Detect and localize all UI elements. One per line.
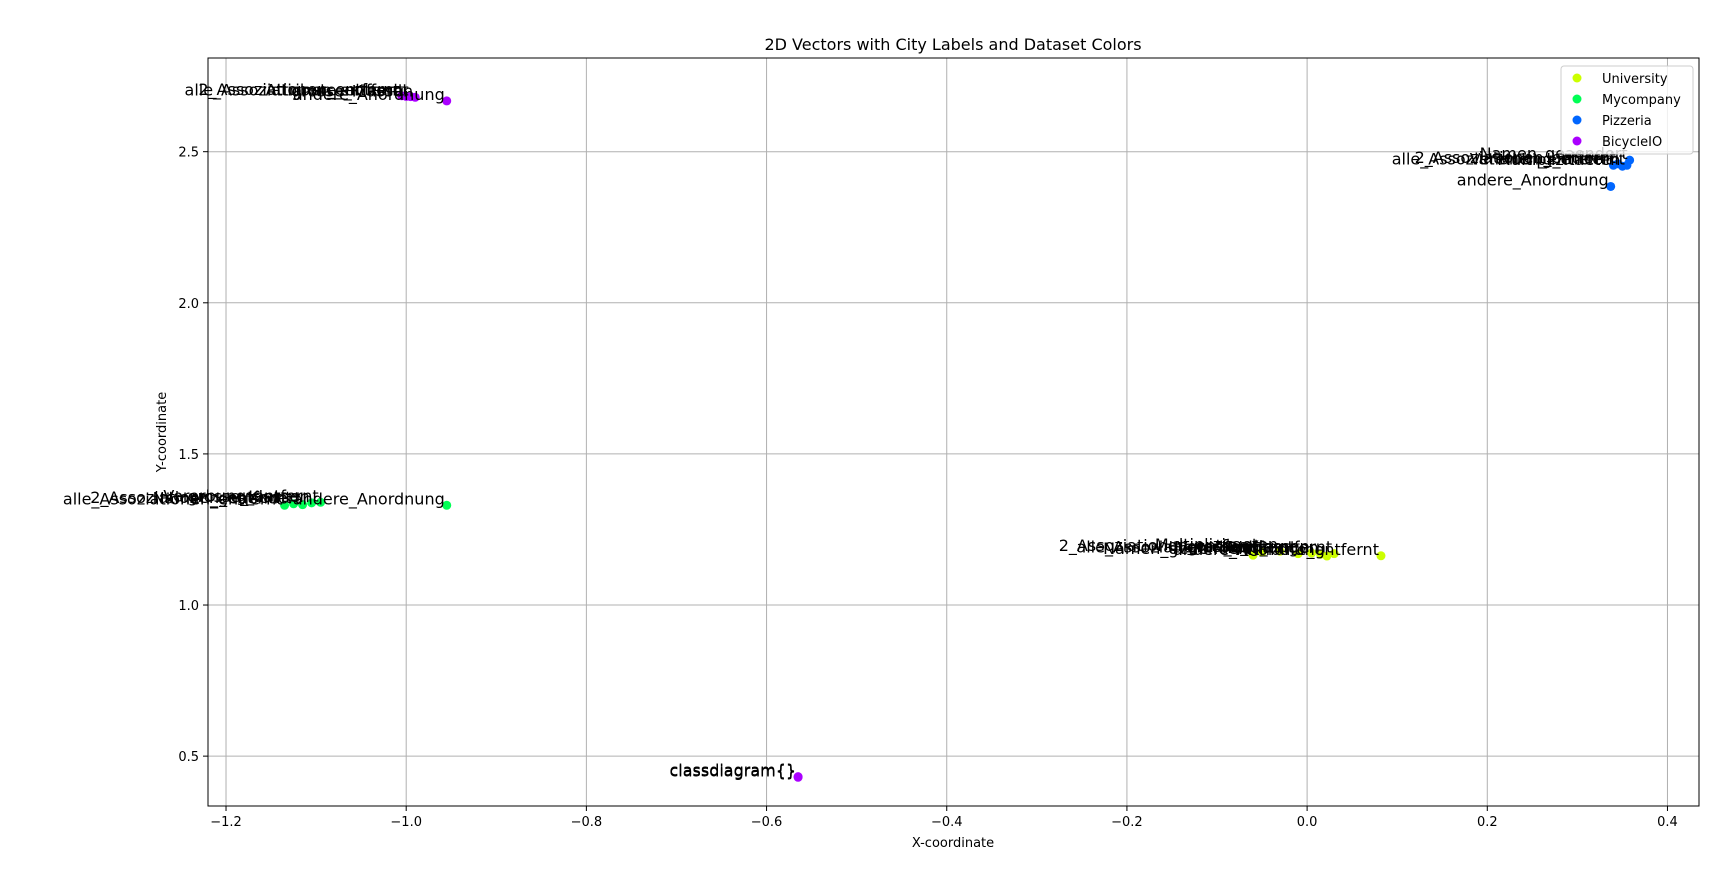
x-tick-label: −1.0 [390, 815, 422, 830]
point-label: Multiplizitaeten [1155, 535, 1278, 554]
legend-marker [1572, 73, 1582, 83]
data-point [1606, 181, 1616, 191]
point-label: andere_Anordnung [1457, 170, 1609, 190]
point-label: Richtungen [1227, 538, 1318, 557]
plot-frame [207, 57, 1700, 807]
data-point [1376, 551, 1386, 561]
x-axis-label: X-coordinate [912, 836, 994, 851]
data-point [280, 500, 290, 510]
point-label: alle_Assoziationen_entfernt [1076, 538, 1296, 558]
legend: University Mycompany Pizzeria BicycleIO [1560, 65, 1694, 155]
data-point [307, 498, 317, 508]
point-label: Vererbung_entfernt [163, 486, 318, 506]
legend-box [1560, 65, 1694, 155]
point-label: grosse_Klassen [1188, 537, 1310, 557]
point-label: classdiagram{} [669, 761, 796, 780]
data-point [442, 96, 452, 106]
data-point [1293, 549, 1303, 559]
point-label: grosse_Klassen [291, 81, 413, 101]
x-tick-label: −0.8 [571, 815, 603, 830]
point-label: Attribute_entfernt [1236, 540, 1379, 560]
y-tick-label: 2.0 [178, 297, 199, 312]
data-point [410, 92, 420, 102]
y-tick-label: 1.5 [178, 448, 199, 463]
x-tick-label: −0.4 [931, 815, 963, 830]
data-point [1275, 546, 1285, 556]
data-point [442, 500, 452, 510]
data-point [1248, 550, 1258, 560]
point-label: Namen_geaendert [153, 489, 301, 509]
point-label: andere_Anordnung [293, 489, 445, 509]
point-label: 2_Assoziationen_entfernt [1059, 536, 1260, 556]
point-label: alle_Assoziationen_entfernt [185, 80, 405, 100]
data-point [1322, 551, 1332, 561]
legend-marker [1572, 136, 1582, 146]
point-label: 2_Assoziationen_entfernt [90, 488, 291, 508]
point-label: 2_Assoziationen_entfernt [198, 80, 399, 100]
data-point [1307, 548, 1317, 558]
data-point [1257, 547, 1267, 557]
data-point [289, 499, 299, 509]
legend-label: Pizzeria [1602, 114, 1652, 129]
data-point [1625, 155, 1635, 165]
legend-label: Mycompany [1602, 93, 1681, 108]
legend-marker [1572, 115, 1582, 125]
x-axis-ticks: −1.2 −1.0 −0.8 −0.6 −0.4 −0.2 0.0 0.2 0.4 [210, 806, 1678, 830]
legend-label: BicycleIO [1602, 135, 1662, 150]
data-point [1329, 549, 1339, 559]
data-point [316, 497, 326, 507]
point-label: andere_Anordnung [293, 85, 445, 105]
point-labels: Namen_geaendert2_Assoziationen_entferntM… [63, 80, 1628, 781]
point-label: Vererbung_entfernt [1177, 538, 1332, 558]
data-point [298, 500, 308, 510]
grid-lines [208, 58, 1699, 806]
x-tick-label: −0.6 [751, 815, 783, 830]
x-tick-label: 0.2 [1477, 815, 1498, 830]
point-label: alle_Assoziationen_entfernt [63, 489, 283, 509]
data-points [280, 91, 1635, 782]
point-label: Attribute_entfernt [266, 81, 409, 101]
x-tick-label: 0.4 [1657, 815, 1678, 830]
y-tick-label: 2.5 [178, 146, 199, 161]
y-tick-label: 0.5 [178, 750, 199, 765]
y-axis-label: Y-coordinate [155, 392, 170, 473]
point-label: alle_Assoziationen_entfernt [1392, 149, 1612, 169]
chart-title: 2D Vectors with City Labels and Dataset … [764, 35, 1141, 54]
legend-marker [1572, 94, 1582, 104]
point-label: Multiplizitaeten [1497, 150, 1620, 169]
x-tick-label: −1.2 [210, 815, 242, 830]
point-label: andere_Anordnung [1173, 540, 1325, 560]
x-tick-label: −0.2 [1111, 815, 1143, 830]
data-point [793, 772, 803, 782]
legend-label: University [1602, 72, 1668, 87]
y-axis-ticks: 0.5 1.0 1.5 2.0 2.5 [178, 146, 208, 765]
point-label: Namen_geaendert [1103, 539, 1251, 559]
x-tick-label: 0.0 [1297, 815, 1318, 830]
y-tick-label: 1.0 [178, 599, 199, 614]
point-label: grosse_Klassen [188, 487, 310, 507]
point-label: classdiagram{} [669, 761, 796, 780]
